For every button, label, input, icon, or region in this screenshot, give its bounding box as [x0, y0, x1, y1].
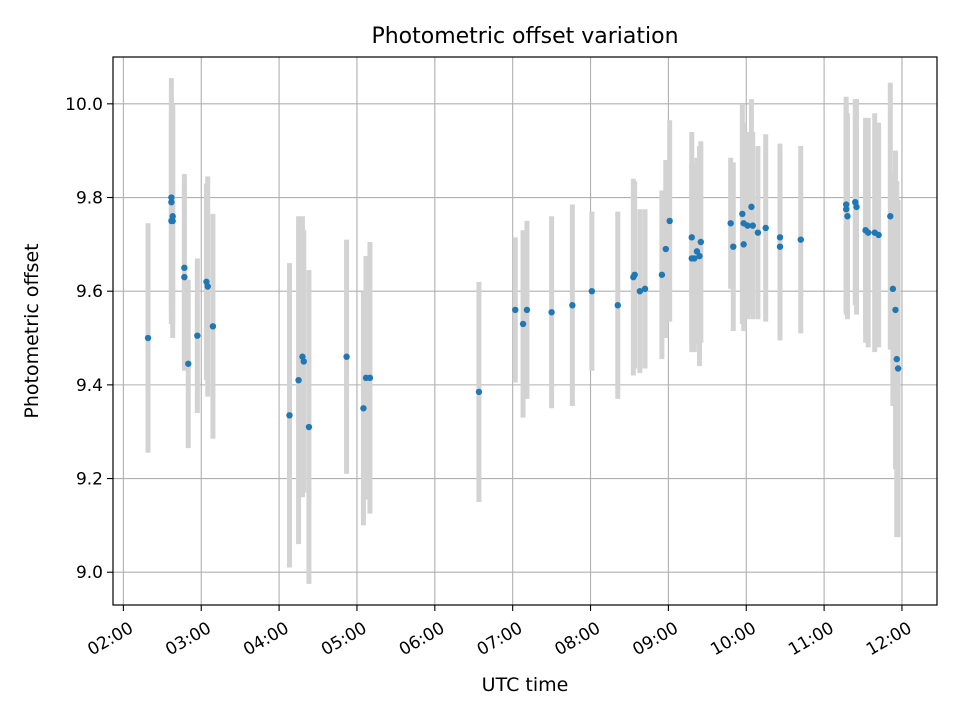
data-point — [844, 213, 851, 220]
data-point — [169, 213, 176, 220]
data-point — [169, 217, 176, 225]
data-point — [185, 360, 192, 367]
data-point — [865, 229, 872, 236]
y-tick-label: 9.6 — [76, 282, 103, 302]
data-point — [569, 302, 576, 309]
chart-title: Photometric offset variation — [371, 24, 678, 49]
data-point — [754, 229, 762, 236]
y-tick-label: 9.2 — [76, 470, 103, 490]
data-point — [894, 365, 902, 372]
data-point — [641, 285, 649, 293]
data-point — [889, 285, 897, 293]
data-point — [194, 332, 201, 339]
data-point — [168, 194, 175, 201]
data-point — [842, 206, 850, 213]
data-point — [631, 271, 638, 278]
data-point — [730, 243, 737, 250]
data-point — [696, 252, 703, 260]
data-point — [181, 264, 188, 271]
data-point — [519, 320, 527, 328]
data-point — [662, 245, 669, 253]
data-point — [727, 220, 734, 227]
data-point — [740, 241, 747, 248]
x-axis-label: UTC time — [482, 674, 569, 696]
y-tick-label: 9.0 — [76, 563, 103, 583]
data-point — [475, 388, 483, 396]
data-point — [776, 234, 784, 241]
y-tick-label: 9.8 — [76, 189, 103, 209]
data-point — [209, 323, 217, 330]
data-point — [688, 234, 695, 241]
data-point — [614, 302, 621, 309]
data-point — [300, 358, 307, 365]
data-point — [204, 283, 211, 290]
data-point — [892, 306, 899, 314]
data-point — [168, 198, 175, 206]
y-tick-label: 10.0 — [65, 95, 103, 115]
data-point — [512, 306, 519, 314]
data-point — [144, 334, 152, 342]
data-point — [588, 287, 596, 295]
data-point — [893, 355, 900, 363]
data-point — [523, 306, 531, 314]
data-point — [842, 201, 850, 208]
data-point — [343, 353, 350, 360]
data-point — [739, 210, 746, 218]
data-point — [749, 222, 756, 229]
data-point — [666, 217, 673, 225]
data-point — [636, 287, 644, 295]
data-point — [181, 273, 188, 281]
data-point — [748, 203, 755, 211]
data-point — [887, 213, 894, 220]
data-point — [691, 255, 698, 262]
data-point — [658, 271, 666, 278]
data-point — [762, 224, 769, 232]
data-point — [295, 376, 302, 384]
data-point — [693, 248, 701, 255]
data-point — [744, 222, 751, 229]
data-point — [875, 231, 882, 239]
y-tick-label: 9.4 — [76, 376, 103, 396]
y-axis-label: Photometric offset — [21, 243, 43, 418]
data-point — [360, 405, 367, 412]
data-point — [697, 238, 705, 246]
data-point — [548, 309, 555, 316]
data-point — [776, 243, 784, 250]
data-point — [797, 236, 804, 243]
data-point — [286, 412, 293, 419]
data-point — [853, 203, 860, 211]
plot-frame — [112, 56, 938, 606]
data-point — [305, 423, 313, 431]
data-points — [144, 194, 902, 431]
data-point — [366, 374, 374, 382]
